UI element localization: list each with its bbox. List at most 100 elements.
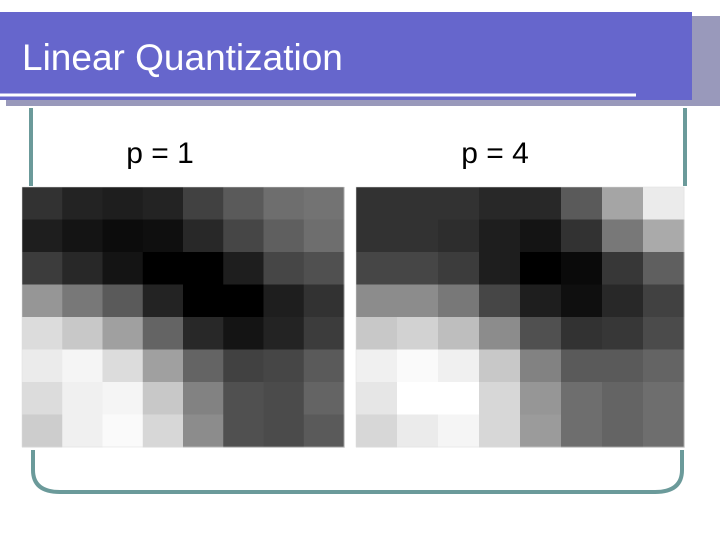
pixel	[643, 187, 685, 220]
pixel	[62, 382, 103, 415]
pixel	[142, 284, 184, 318]
pixel	[263, 284, 305, 318]
pixel	[479, 187, 521, 220]
pixel	[438, 414, 480, 448]
pixel	[643, 317, 685, 350]
pixel	[438, 349, 480, 383]
pixel	[303, 349, 345, 383]
pixel	[479, 252, 521, 285]
pixel	[643, 382, 685, 415]
pixel	[520, 317, 562, 350]
pixel	[438, 382, 480, 415]
pixel	[438, 219, 480, 253]
panel-frame	[21, 186, 345, 448]
pixel	[223, 317, 264, 350]
panel-frame	[355, 186, 685, 448]
pixel	[183, 252, 224, 285]
pixel	[142, 349, 184, 383]
pixel	[22, 252, 63, 285]
pixel	[356, 219, 398, 253]
pixel	[263, 382, 305, 415]
pixel	[643, 414, 685, 448]
pixel	[438, 317, 480, 350]
pixel	[643, 252, 685, 285]
pixel	[223, 252, 264, 285]
pixel	[263, 317, 305, 350]
pixel	[183, 187, 224, 220]
panel-label: p = 1	[126, 137, 194, 170]
pixel	[22, 187, 63, 220]
panel-label: p = 4	[461, 137, 529, 170]
pixel	[142, 219, 184, 253]
pixel	[22, 317, 63, 350]
pixel	[561, 414, 603, 448]
pixel	[183, 349, 224, 383]
pixel	[142, 187, 184, 220]
pixel	[303, 187, 345, 220]
pixel	[602, 382, 644, 415]
pixel	[22, 349, 63, 383]
pixel	[561, 252, 603, 285]
pixel	[602, 252, 644, 285]
pixel	[520, 252, 562, 285]
pixel	[561, 382, 603, 415]
pixel	[643, 219, 685, 253]
pixel	[22, 284, 63, 318]
pixel	[356, 284, 398, 318]
pixel	[438, 284, 480, 318]
pixel	[142, 317, 184, 350]
pixel	[356, 252, 398, 285]
pixel	[561, 317, 603, 350]
pixel	[263, 414, 305, 448]
pixel	[602, 414, 644, 448]
pixel	[397, 252, 439, 285]
pixel	[643, 349, 685, 383]
bracket-bottom	[31, 450, 684, 494]
pixel	[22, 382, 63, 415]
pixel	[397, 349, 439, 383]
pixel	[602, 317, 644, 350]
pixel	[438, 187, 480, 220]
pixel	[356, 382, 398, 415]
pixel	[479, 284, 521, 318]
pixel	[356, 187, 398, 220]
pixel	[223, 187, 264, 220]
pixel	[22, 414, 63, 448]
pixel	[62, 219, 103, 253]
pixel	[520, 284, 562, 318]
pixel	[479, 349, 521, 383]
pixel	[102, 317, 144, 350]
pixel	[223, 382, 264, 415]
pixel	[479, 382, 521, 415]
pixel	[602, 349, 644, 383]
pixel	[438, 252, 480, 285]
pixel	[602, 219, 644, 253]
pixel	[561, 187, 603, 220]
pixel	[223, 284, 264, 318]
slide-title: Linear Quantization	[22, 37, 343, 78]
pixel	[397, 414, 439, 448]
pixel	[102, 414, 144, 448]
pixel	[62, 284, 103, 318]
pixel	[397, 284, 439, 318]
pixel	[263, 219, 305, 253]
pixel	[183, 219, 224, 253]
pixel	[397, 317, 439, 350]
pixel	[561, 219, 603, 253]
pixel	[520, 219, 562, 253]
pixel	[62, 187, 103, 220]
pixel	[142, 252, 184, 285]
pixel	[102, 187, 144, 220]
pixel	[62, 349, 103, 383]
pixel	[223, 219, 264, 253]
pixel	[102, 284, 144, 318]
pixel	[303, 284, 345, 318]
pixel	[22, 219, 63, 253]
pixel	[303, 219, 345, 253]
pixel	[520, 382, 562, 415]
title-bar	[0, 12, 692, 100]
pixel	[561, 349, 603, 383]
pixel	[520, 187, 562, 220]
pixel	[602, 284, 644, 318]
